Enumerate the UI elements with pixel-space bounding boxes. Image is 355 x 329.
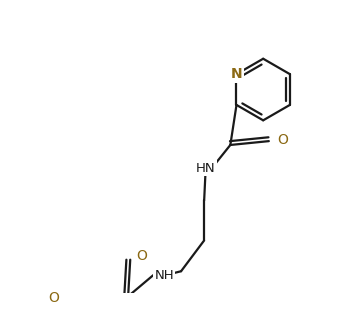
Text: O: O	[277, 133, 288, 147]
Text: O: O	[48, 291, 59, 305]
Text: NH: NH	[154, 268, 174, 282]
Text: HN: HN	[196, 162, 215, 175]
Text: N: N	[231, 67, 242, 81]
Text: O: O	[136, 249, 147, 263]
